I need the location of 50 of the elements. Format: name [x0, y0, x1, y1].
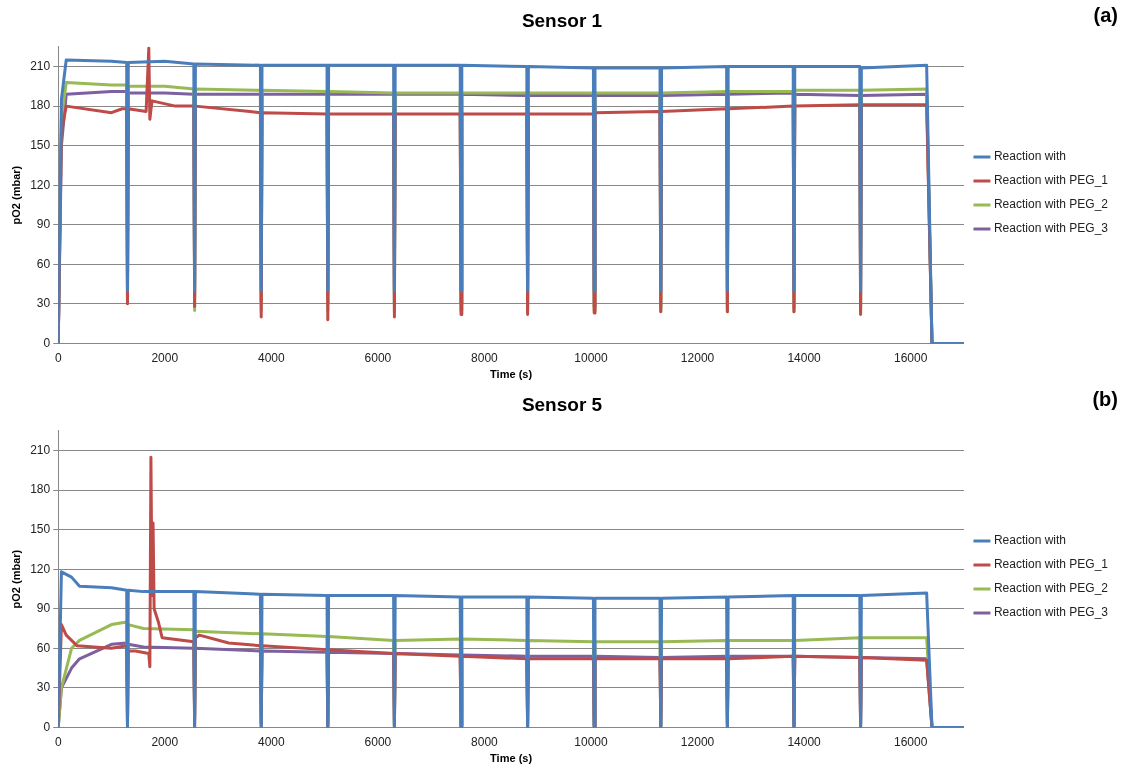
x-tick-label: 2000: [151, 350, 179, 365]
y-tick-label: 150: [30, 521, 51, 536]
text: (a): [1093, 3, 1118, 26]
legend-label: Reaction with PEG_2: [993, 581, 1109, 596]
x-tick-label: 4000: [257, 350, 285, 365]
y-tick-label: 90: [36, 217, 51, 232]
legend-label: Reaction with PEG_2: [993, 197, 1109, 212]
x-tick-label: 10000: [574, 350, 609, 365]
x-tick-label: 12000: [680, 734, 715, 749]
text: (b): [1092, 387, 1118, 410]
legend-label: Reaction with: [993, 149, 1066, 164]
y-axis-title: pO2 (mbar): [9, 549, 22, 609]
y-tick-label: 30: [36, 680, 51, 695]
legend-label: Reaction with PEG_1: [993, 557, 1109, 572]
x-tick-label: 12000: [680, 350, 715, 365]
legend-label: Reaction with PEG_3: [993, 605, 1109, 620]
legend-label: Reaction with PEG_1: [993, 173, 1109, 188]
y-tick-label: 30: [36, 296, 51, 311]
x-tick-label: 6000: [364, 734, 392, 749]
y-tick-label: 210: [30, 58, 51, 73]
chart-title: Sensor 1: [521, 9, 603, 31]
x-tick-label: 6000: [364, 350, 392, 365]
y-tick-label: 180: [30, 482, 51, 497]
legend-label: Reaction with PEG_3: [993, 221, 1109, 236]
x-tick-label: 10000: [574, 734, 609, 749]
x-tick-label: 0: [54, 734, 62, 749]
y-tick-label: 120: [30, 561, 51, 576]
x-tick-label: 8000: [471, 350, 499, 365]
y-tick-label: 0: [43, 719, 51, 734]
y-axis-title: pO2 (mbar): [9, 165, 22, 225]
x-tick-label: 0: [54, 350, 62, 365]
y-tick-label: 0: [43, 335, 51, 350]
y-tick-label: 210: [30, 442, 51, 457]
x-tick-label: 14000: [787, 350, 822, 365]
x-tick-label: 14000: [787, 734, 822, 749]
x-tick-label: 16000: [893, 350, 928, 365]
y-tick-label: 180: [30, 98, 51, 113]
y-tick-label: 60: [36, 640, 51, 655]
x-tick-label: 8000: [471, 734, 499, 749]
x-tick-label: 2000: [151, 734, 179, 749]
chart-title: Sensor 5: [521, 393, 603, 415]
y-tick-label: 120: [30, 177, 51, 192]
x-axis-title: Time (s): [490, 752, 533, 765]
y-tick-label: 60: [36, 256, 51, 271]
legend-label: Reaction with: [993, 533, 1066, 548]
x-tick-label: 4000: [257, 734, 285, 749]
y-tick-label: 150: [30, 137, 51, 152]
x-tick-label: 16000: [893, 734, 928, 749]
y-tick-label: 90: [36, 601, 51, 616]
x-axis-title: Time (s): [490, 368, 533, 381]
